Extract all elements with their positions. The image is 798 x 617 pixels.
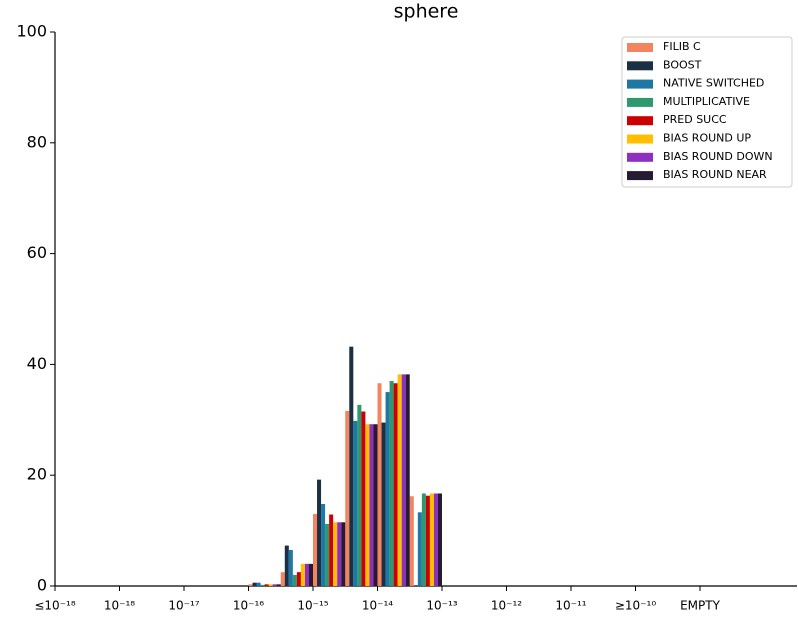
bar — [437, 493, 442, 586]
legend-label: BIAS ROUND DOWN — [663, 150, 773, 163]
x-tick-label: 10⁻¹⁷ — [168, 599, 199, 613]
bar — [325, 523, 330, 586]
legend-label: MULTIPLICATIVE — [663, 95, 750, 108]
bar — [361, 411, 366, 586]
bar — [401, 374, 406, 586]
chart-title: sphere — [394, 1, 459, 23]
bar — [341, 522, 346, 586]
x-tick-label: 10⁻¹¹ — [555, 599, 586, 613]
legend-label: BIAS ROUND UP — [663, 132, 751, 145]
legend-label: BIAS ROUND NEAR — [663, 168, 767, 181]
bar — [433, 493, 438, 586]
x-tick-label: ≤10⁻¹⁸ — [34, 599, 75, 613]
legend-label: PRED SUCC — [663, 113, 727, 126]
bar — [317, 479, 322, 586]
x-tick-label: ≥10⁻¹⁰ — [615, 599, 656, 613]
y-tick-label: 100 — [16, 22, 47, 41]
legend-swatch — [627, 61, 653, 71]
bar — [256, 582, 261, 586]
legend-swatch — [627, 134, 653, 144]
bar — [288, 549, 293, 586]
x-tick-label: 10⁻¹⁸ — [104, 599, 135, 613]
bar — [272, 584, 277, 586]
bar — [373, 424, 378, 586]
legend-label: BOOST — [663, 58, 702, 71]
bar — [397, 374, 402, 586]
bar — [321, 504, 326, 586]
bar — [357, 404, 362, 586]
bar — [345, 410, 350, 586]
bar — [252, 582, 257, 586]
bar — [248, 584, 253, 586]
x-tick-label: 10⁻¹² — [491, 599, 522, 613]
bar — [276, 584, 281, 586]
legend-box — [621, 36, 793, 188]
y-tick-label: 20 — [27, 465, 47, 484]
bar — [377, 383, 382, 586]
legend-label: FILIB C — [663, 40, 701, 53]
bar — [333, 522, 338, 586]
bar — [308, 563, 313, 586]
x-tick-label: 10⁻¹⁴ — [362, 599, 393, 613]
legend-swatch — [627, 171, 653, 181]
y-tick-label: 60 — [27, 243, 47, 262]
legend-swatch — [627, 97, 653, 107]
bar — [381, 422, 386, 586]
bar — [409, 496, 414, 586]
bar — [349, 346, 354, 586]
legend-swatch — [627, 43, 653, 52]
bar — [405, 374, 410, 586]
bar — [280, 572, 285, 586]
bar — [268, 584, 273, 586]
x-tick-label: 10⁻¹⁵ — [297, 599, 328, 613]
bar — [296, 572, 301, 586]
bar — [421, 493, 426, 586]
bar — [429, 493, 434, 586]
y-tick-label: 40 — [27, 354, 47, 373]
bar — [304, 563, 309, 586]
legend-swatch — [627, 79, 653, 89]
bar — [353, 420, 358, 586]
bar — [260, 584, 265, 586]
bar — [385, 392, 390, 586]
bar — [369, 424, 374, 586]
legend-swatch — [627, 152, 653, 162]
bar — [425, 495, 430, 586]
bar — [313, 513, 318, 586]
bar — [329, 514, 334, 586]
bar — [365, 424, 370, 586]
y-tick-label: 80 — [27, 132, 47, 151]
bar — [337, 522, 342, 586]
legend-swatch — [627, 116, 653, 126]
bar — [393, 383, 398, 586]
bar — [389, 381, 394, 586]
x-tick-label: 10⁻¹⁶ — [233, 599, 264, 613]
bar — [284, 545, 289, 586]
bar — [264, 584, 269, 586]
bar — [292, 574, 297, 586]
bar — [300, 563, 305, 586]
x-tick-label: EMPTY — [680, 599, 721, 613]
y-tick-label: 0 — [37, 576, 47, 595]
legend-label: NATIVE SWITCHED — [663, 77, 764, 90]
x-tick-label: 10⁻¹³ — [426, 599, 457, 613]
bar — [417, 512, 422, 586]
